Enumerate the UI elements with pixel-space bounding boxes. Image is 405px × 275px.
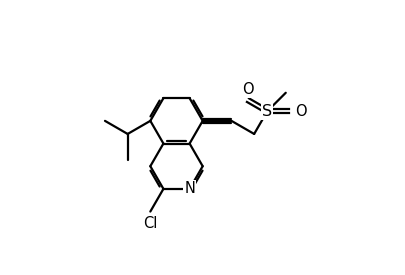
Text: O: O	[241, 82, 253, 97]
Text: O: O	[294, 104, 306, 119]
Text: N: N	[184, 182, 194, 196]
Text: S: S	[262, 104, 272, 119]
Text: Cl: Cl	[143, 216, 157, 231]
